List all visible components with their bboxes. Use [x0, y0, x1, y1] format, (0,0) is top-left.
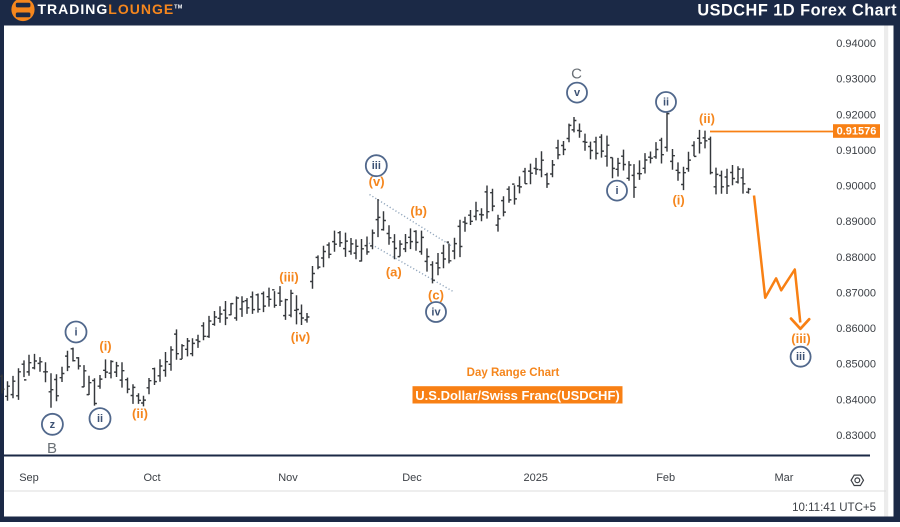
svg-text:(b): (b)	[410, 204, 427, 219]
svg-text:0.91576: 0.91576	[837, 126, 877, 138]
svg-text:0.83000: 0.83000	[836, 430, 876, 442]
svg-text:TRADINGLOUNGETM: TRADINGLOUNGETM	[38, 1, 183, 17]
svg-text:0.86000: 0.86000	[836, 323, 876, 335]
svg-text:C: C	[571, 66, 582, 83]
svg-text:0.84000: 0.84000	[836, 394, 876, 406]
svg-text:v: v	[574, 87, 581, 99]
svg-text:(a): (a)	[386, 265, 402, 280]
svg-text:Dec: Dec	[402, 472, 422, 484]
svg-text:0.92000: 0.92000	[836, 109, 876, 121]
svg-text:(i): (i)	[672, 193, 684, 208]
svg-text:(iii): (iii)	[791, 331, 811, 346]
svg-text:(iv): (iv)	[291, 330, 311, 345]
svg-text:(c): (c)	[428, 288, 444, 303]
svg-text:(i): (i)	[99, 339, 111, 354]
svg-text:USDCHF 1D Forex Chart: USDCHF 1D Forex Chart	[697, 1, 897, 19]
svg-text:(iii): (iii)	[279, 270, 299, 285]
svg-text:Mar: Mar	[775, 472, 794, 484]
svg-text:i: i	[74, 327, 77, 339]
svg-text:2025: 2025	[523, 472, 547, 484]
svg-text:Sep: Sep	[19, 472, 39, 484]
svg-text:U.S.Dollar/Swiss Franc(USDCHF): U.S.Dollar/Swiss Franc(USDCHF)	[415, 388, 619, 403]
svg-text:0.94000: 0.94000	[836, 38, 876, 50]
svg-text:Oct: Oct	[143, 472, 160, 484]
svg-text:iii: iii	[372, 160, 381, 172]
svg-text:0.91000: 0.91000	[836, 145, 876, 157]
svg-text:ii: ii	[663, 97, 669, 109]
svg-text:0.93000: 0.93000	[836, 74, 876, 86]
svg-text:Nov: Nov	[278, 472, 298, 484]
svg-text:(ii): (ii)	[132, 406, 148, 421]
svg-text:0.90000: 0.90000	[836, 181, 876, 193]
svg-text:Day Range Chart: Day Range Chart	[467, 367, 560, 379]
svg-text:ii: ii	[97, 413, 103, 425]
svg-text:z: z	[50, 419, 56, 431]
svg-text:0.87000: 0.87000	[836, 287, 876, 299]
svg-text:10:11:41 UTC+5: 10:11:41 UTC+5	[792, 502, 876, 514]
svg-text:iv: iv	[431, 307, 441, 319]
svg-text:(ii): (ii)	[699, 111, 715, 126]
svg-text:i: i	[615, 185, 618, 197]
svg-text:0.89000: 0.89000	[836, 216, 876, 228]
svg-text:0.85000: 0.85000	[836, 359, 876, 371]
svg-text:B: B	[47, 440, 57, 457]
svg-text:Feb: Feb	[656, 472, 675, 484]
svg-text:0.88000: 0.88000	[836, 252, 876, 264]
svg-text:iii: iii	[796, 351, 805, 363]
